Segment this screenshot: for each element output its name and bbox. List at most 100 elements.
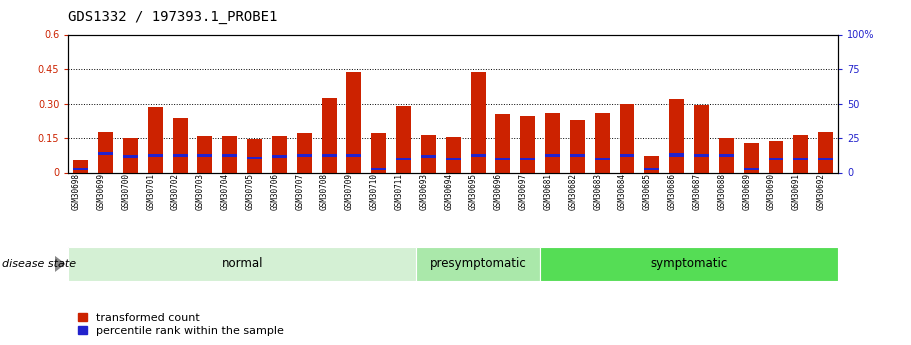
Bar: [644, 156, 660, 172]
Bar: [540, 247, 838, 281]
Bar: [396, 106, 411, 172]
Bar: [545, 154, 560, 157]
Text: GSM30704: GSM30704: [220, 172, 230, 209]
Text: GSM30692: GSM30692: [816, 172, 825, 209]
Legend: transformed count, percentile rank within the sample: transformed count, percentile rank withi…: [78, 313, 284, 336]
Bar: [222, 154, 237, 157]
Text: GSM30686: GSM30686: [668, 172, 677, 209]
Text: GSM30697: GSM30697: [518, 172, 527, 209]
Text: normal: normal: [221, 257, 263, 270]
Bar: [471, 72, 486, 172]
Bar: [172, 154, 188, 157]
Text: GSM30690: GSM30690: [767, 172, 776, 209]
Bar: [445, 158, 461, 160]
Bar: [421, 155, 435, 158]
Text: GSM30691: GSM30691: [792, 172, 801, 209]
Bar: [123, 138, 138, 172]
Bar: [694, 154, 709, 157]
Bar: [520, 116, 535, 172]
Bar: [297, 154, 312, 157]
Bar: [98, 132, 113, 172]
Text: GSM30694: GSM30694: [445, 172, 454, 209]
Bar: [322, 154, 336, 157]
Bar: [694, 105, 709, 172]
Bar: [396, 158, 411, 160]
Bar: [346, 72, 362, 172]
Bar: [818, 158, 834, 160]
Bar: [793, 158, 808, 160]
Bar: [619, 104, 634, 172]
Bar: [769, 141, 783, 172]
Bar: [595, 158, 609, 160]
Bar: [297, 134, 312, 172]
Bar: [198, 154, 212, 157]
Text: GSM30706: GSM30706: [271, 172, 280, 209]
Bar: [818, 132, 834, 172]
Bar: [73, 160, 88, 172]
Bar: [619, 154, 634, 157]
Bar: [148, 107, 163, 172]
Text: presymptomatic: presymptomatic: [430, 257, 527, 270]
Text: GSM30699: GSM30699: [97, 172, 106, 209]
Bar: [222, 136, 237, 172]
Bar: [123, 155, 138, 158]
Bar: [322, 98, 336, 172]
Bar: [644, 168, 660, 170]
Text: GSM30705: GSM30705: [246, 172, 254, 209]
Bar: [496, 158, 510, 160]
Bar: [372, 168, 386, 170]
Bar: [421, 135, 435, 172]
Text: GSM30681: GSM30681: [544, 172, 553, 209]
Text: GSM30709: GSM30709: [345, 172, 353, 209]
Bar: [570, 154, 585, 157]
Text: GSM30703: GSM30703: [196, 172, 205, 209]
Text: GSM30698: GSM30698: [72, 172, 81, 209]
Text: symptomatic: symptomatic: [650, 257, 728, 270]
Text: GSM30688: GSM30688: [717, 172, 726, 209]
Text: GSM30689: GSM30689: [742, 172, 752, 209]
Bar: [719, 138, 734, 172]
Text: GSM30696: GSM30696: [494, 172, 503, 209]
Bar: [545, 113, 560, 172]
Bar: [148, 154, 163, 157]
Bar: [445, 137, 461, 172]
Bar: [247, 139, 262, 172]
Bar: [793, 135, 808, 172]
Text: GSM30707: GSM30707: [295, 172, 304, 209]
Bar: [670, 154, 684, 157]
Bar: [198, 136, 212, 172]
Text: GSM30682: GSM30682: [568, 172, 578, 209]
Bar: [346, 154, 362, 157]
Text: GSM30711: GSM30711: [394, 172, 404, 209]
Bar: [272, 136, 287, 172]
Bar: [68, 247, 416, 281]
Bar: [73, 168, 88, 170]
Text: GSM30702: GSM30702: [171, 172, 180, 209]
Text: GSM30683: GSM30683: [593, 172, 602, 209]
Text: GSM30695: GSM30695: [469, 172, 478, 209]
Text: disease state: disease state: [2, 259, 76, 269]
Bar: [471, 154, 486, 157]
Text: GSM30687: GSM30687: [692, 172, 701, 209]
Bar: [743, 142, 759, 172]
Text: GDS1332 / 197393.1_PROBE1: GDS1332 / 197393.1_PROBE1: [68, 10, 278, 24]
Text: GSM30685: GSM30685: [643, 172, 652, 209]
Bar: [416, 247, 540, 281]
Bar: [247, 157, 262, 159]
Polygon shape: [55, 256, 66, 272]
Text: GSM30708: GSM30708: [320, 172, 329, 209]
Text: GSM30684: GSM30684: [618, 172, 627, 209]
Bar: [372, 134, 386, 172]
Bar: [719, 154, 734, 157]
Text: GSM30693: GSM30693: [419, 172, 428, 209]
Bar: [670, 99, 684, 172]
Bar: [496, 114, 510, 172]
Bar: [98, 152, 113, 155]
Bar: [272, 155, 287, 158]
Bar: [172, 118, 188, 172]
Bar: [743, 168, 759, 170]
Text: GSM30700: GSM30700: [121, 172, 130, 209]
Text: GSM30701: GSM30701: [147, 172, 155, 209]
Text: GSM30710: GSM30710: [370, 172, 379, 209]
Bar: [769, 158, 783, 160]
